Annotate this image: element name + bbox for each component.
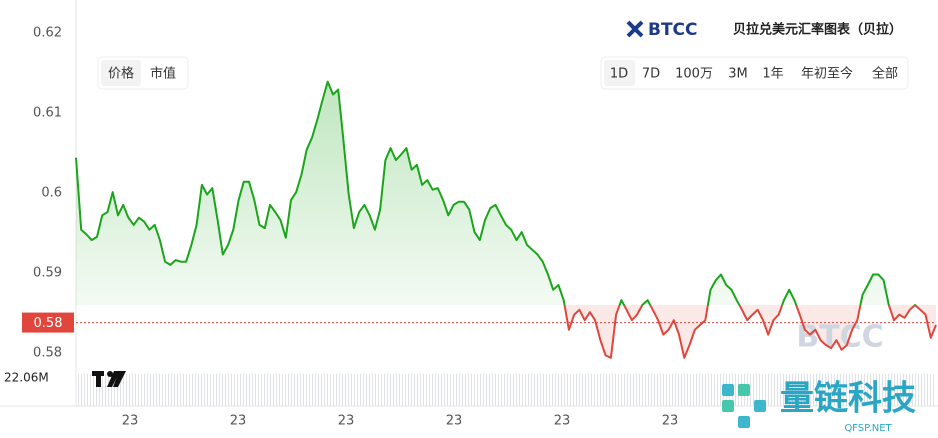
- tab[interactable]: 市值: [150, 66, 176, 82]
- y-tick-label: 0.6: [41, 185, 62, 200]
- y-tick-label: 0.61: [33, 105, 62, 120]
- chart-title: 贝拉兑美元汇率图表（贝拉）: [733, 22, 902, 38]
- y-tick-label: 0.62: [33, 25, 62, 40]
- watermark-logo: [722, 384, 766, 428]
- x-tick-label: 23: [230, 414, 247, 429]
- area-up: [76, 81, 889, 305]
- area-down: [76, 304, 936, 358]
- tv-logo: [92, 371, 126, 387]
- watermark-brand: BTCC: [796, 320, 883, 355]
- range-button[interactable]: 年初至今: [801, 66, 853, 82]
- watermark-url: QFSP.NET: [844, 423, 892, 434]
- x-tick-label: 23: [446, 414, 463, 429]
- range-button[interactable]: 3M: [728, 67, 748, 82]
- range-button[interactable]: 7D: [642, 67, 660, 82]
- x-tick-label: 23: [338, 414, 355, 429]
- watermark: 量链科技: [780, 379, 916, 419]
- current-price-tag: [22, 312, 74, 333]
- range-button[interactable]: 全部: [872, 66, 898, 82]
- range-group: [600, 56, 909, 90]
- range-button[interactable]: 100万: [675, 67, 713, 82]
- y-tick-label: 0.59: [33, 265, 62, 280]
- x-tick-label: 23: [122, 414, 139, 429]
- range-active: [604, 60, 635, 86]
- tab-active: [101, 60, 141, 86]
- x-tick-label: 23: [662, 414, 679, 429]
- x-tick-label: 23: [554, 414, 571, 429]
- price-line: [75, 80, 937, 359]
- logo: BTCC: [626, 20, 698, 40]
- current-price-label: 0.58: [34, 316, 63, 331]
- range-button[interactable]: 1年: [762, 67, 783, 82]
- range-button[interactable]: 1D: [610, 67, 628, 82]
- brand: BTCC: [648, 20, 698, 40]
- volume-label: 22.06M: [4, 371, 49, 385]
- tab[interactable]: 价格: [108, 66, 134, 82]
- y-tick-label: 0.58: [33, 345, 62, 360]
- volume-bars: [76, 374, 936, 406]
